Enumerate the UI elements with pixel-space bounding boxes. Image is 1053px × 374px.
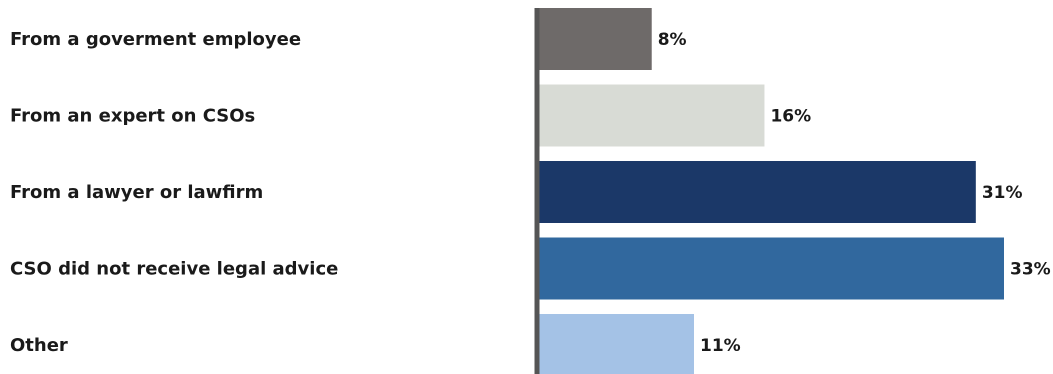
category-label: Other <box>10 335 68 356</box>
value-label: 31% <box>982 183 1023 203</box>
category-label: From a lawyer or lawfirm <box>10 182 263 203</box>
category-labels-group: From a goverment employee From an expert … <box>10 29 338 356</box>
value-label: 33% <box>1010 260 1051 280</box>
bar <box>539 314 694 374</box>
bars-group <box>539 8 1004 374</box>
category-label: From an expert on CSOs <box>10 106 255 127</box>
value-label: 16% <box>770 107 811 127</box>
bar <box>539 237 1004 300</box>
value-label: 11% <box>700 336 741 356</box>
category-label: CSO did not receive legal advice <box>10 259 338 280</box>
value-labels-group: 8% 16% 31% 33% 11% <box>658 30 1051 356</box>
bar <box>539 161 976 223</box>
category-label: From a goverment employee <box>10 29 301 50</box>
bar <box>539 8 652 70</box>
value-label: 8% <box>658 30 687 50</box>
bar <box>539 84 765 147</box>
